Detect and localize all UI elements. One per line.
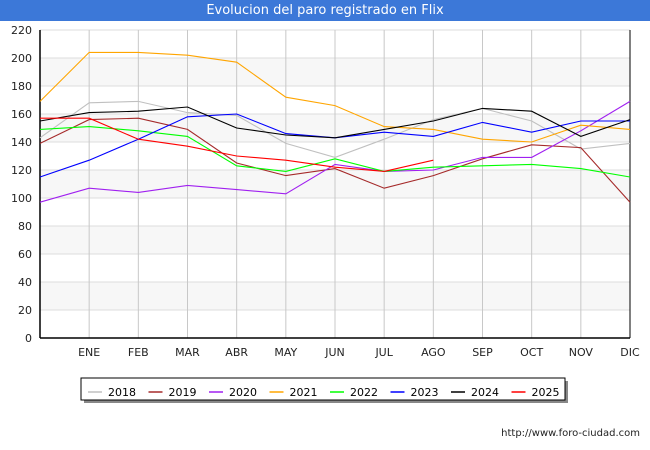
x-tick-label: AGO [421,346,446,359]
x-tick-label: ENE [78,346,100,359]
x-tick-label: ABR [225,346,248,359]
series-line-2021 [39,51,631,143]
legend-label: 2021 [290,386,318,399]
y-tick-label: 80 [18,220,32,233]
y-tick-label: 160 [11,108,32,121]
x-tick-label: JUL [374,346,393,359]
series-line-2018 [39,100,631,158]
x-tick-label: JUN [324,346,345,359]
x-tick-label: SEP [472,346,493,359]
y-tick-label: 0 [25,332,32,345]
x-tick-label: NOV [569,346,594,359]
y-tick-label: 20 [18,304,32,317]
series-line-2022 [39,126,631,178]
series-line-2025 [40,117,434,172]
legend-label: 2019 [169,386,197,399]
y-tick-label: 140 [11,136,32,149]
legend-label: 2022 [350,386,378,399]
y-tick-label: 40 [18,276,32,289]
y-tick-label: 120 [11,164,32,177]
source-url[interactable]: http://www.foro-ciudad.com [501,428,640,439]
y-tick-label: 180 [11,80,32,93]
y-tick-label: 100 [11,192,32,205]
x-tick-label: MAY [274,346,297,359]
series-line-2019 [39,117,631,203]
y-tick-label: 220 [11,24,32,37]
legend-label: 2020 [229,386,257,399]
x-tick-label: FEB [128,346,149,359]
legend-label: 2018 [108,386,136,399]
series-line-2020 [39,100,631,203]
y-tick-label: 200 [11,52,32,65]
legend-label: 2024 [471,386,499,399]
legend-label: 2023 [411,386,439,399]
legend-label: 2025 [532,386,560,399]
y-tick-label: 60 [18,248,32,261]
x-tick-label: DIC [620,346,640,359]
x-tick-label: OCT [520,346,543,359]
legend-box [80,377,566,401]
series-line-2024 [39,106,631,139]
chart-title: Evolucion del paro registrado en Flix [0,0,650,21]
x-tick-label: MAR [175,346,200,359]
